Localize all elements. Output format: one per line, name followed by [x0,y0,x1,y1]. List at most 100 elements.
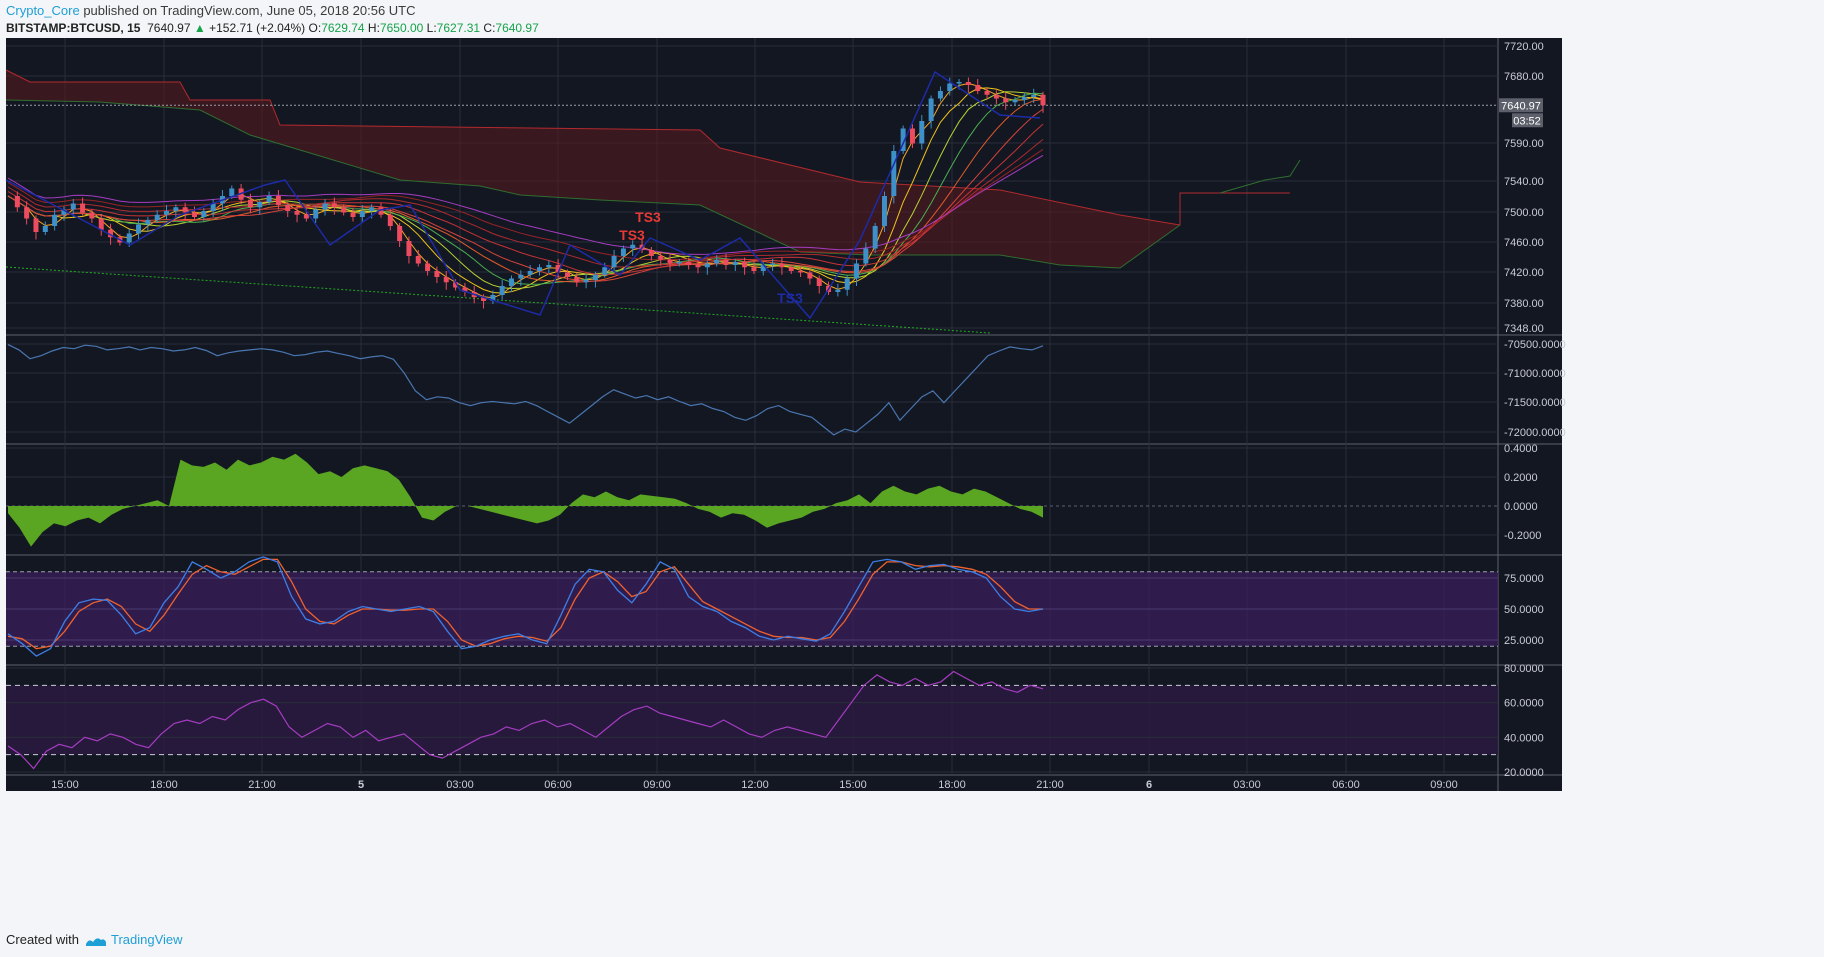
candle-body [574,277,580,283]
candle-body [490,295,496,301]
candle-body [844,278,850,290]
histogram-area [8,453,1043,547]
candle-body [80,203,86,213]
candle-body [453,282,459,288]
candle-body [154,214,160,220]
moving-average-line [7,139,1044,268]
price-axis-label: 7460.00 [1504,237,1544,249]
time-axis-label: 06:00 [1332,779,1360,791]
candle-body [425,263,431,271]
candle-body [350,212,356,217]
candle-body [415,256,421,264]
low-value: 7627.31 [436,21,481,35]
candle-body [369,207,375,211]
time-axis-background [6,775,1562,791]
candle-body [714,259,720,264]
candle-body [602,267,608,275]
candle-body [303,214,309,219]
candle-body [294,211,300,215]
candle-body [667,259,673,264]
candle-body [975,85,981,91]
high-label: H: [367,21,380,35]
candle-body [201,211,207,217]
price-axis-label: 7590.00 [1504,138,1544,150]
candle-body [434,271,440,277]
candle-body [462,287,468,292]
price-axis-label: 7500.00 [1504,207,1544,219]
close-value: 7640.97 [495,21,539,35]
ts3-annotation: TS3 [777,290,803,306]
chart-background [6,38,1562,775]
candle-body [229,188,235,196]
candle-body [1031,94,1037,97]
candle-body [937,91,943,99]
candle-body [807,272,813,279]
stochastic-axis-label: 25.0000 [1504,635,1544,647]
price-axis-label: 7540.00 [1504,176,1544,188]
candle-body [210,203,216,211]
open-value: 7629.74 [321,21,365,35]
candle-body [956,82,962,84]
candle-body [863,248,869,264]
candle-body [854,263,860,279]
candle-body [1003,98,1009,103]
time-axis-label: 18:00 [938,779,966,791]
obv-line [7,344,1044,436]
candle-body [518,274,524,279]
time-axis-label: 12:00 [741,779,769,791]
candle-body [1012,100,1018,103]
candle-body [247,199,253,208]
ts3-annotation: TS3 [635,209,661,225]
rsi-axis-label: 60.0000 [1504,698,1544,710]
tradingview-link[interactable]: TradingView [110,932,183,947]
time-axis-label: 5 [358,779,364,791]
candle-body [481,297,487,301]
time-axis-label: 21:00 [248,779,276,791]
candle-body [266,196,272,202]
trend-line [5,266,991,334]
histogram-axis-label: -0.2000 [1504,530,1541,542]
cloud-lower-line [5,99,1181,269]
candle-body [1040,94,1046,106]
author-link[interactable]: Crypto_Core [6,3,80,18]
low-label: L: [426,21,437,35]
candle-body [695,265,701,268]
tradingview-logo-icon [85,937,106,946]
candle-body [536,267,542,271]
rsi-band [6,685,1498,755]
open-label: O: [308,21,322,35]
change-up-icon: ▲ [193,21,206,35]
price-axis-label: 7420.00 [1504,267,1544,279]
candle-body [275,196,281,205]
publish-info: Crypto_Core published on TradingView.com… [6,3,416,18]
symbol-info: BITSTAMP:BTCUSD, 15 7640.97 ▲ +152.71 (+… [6,21,539,35]
candle-body [676,262,682,264]
candle-body [835,289,841,292]
moving-average-line [7,154,1044,255]
histogram-axis-label: 0.0000 [1504,501,1538,513]
histogram-axis-label: 0.4000 [1504,443,1538,455]
candle-body [919,121,925,144]
candle-body [24,207,30,219]
rsi-axis-label: 80.0000 [1504,663,1544,675]
candle-body [182,207,188,213]
moving-average-line [7,108,1044,282]
candle-body [658,256,664,260]
candle-body [686,262,692,265]
candle-body [732,262,738,265]
time-axis-label: 15:00 [51,779,79,791]
candle-body [191,212,197,217]
candle-body [965,82,971,85]
candle-body [509,278,515,286]
countdown-label-box [1512,113,1543,128]
time-axis-label: 15:00 [839,779,867,791]
candle-body [630,244,636,249]
candle-body [98,218,104,230]
obv-axis-label: -72000.0000 [1504,427,1566,439]
candle-body [760,265,766,271]
moving-average-line [7,148,1044,261]
candle-body [387,214,393,226]
candle-body [555,265,561,273]
candle-body [173,207,179,211]
